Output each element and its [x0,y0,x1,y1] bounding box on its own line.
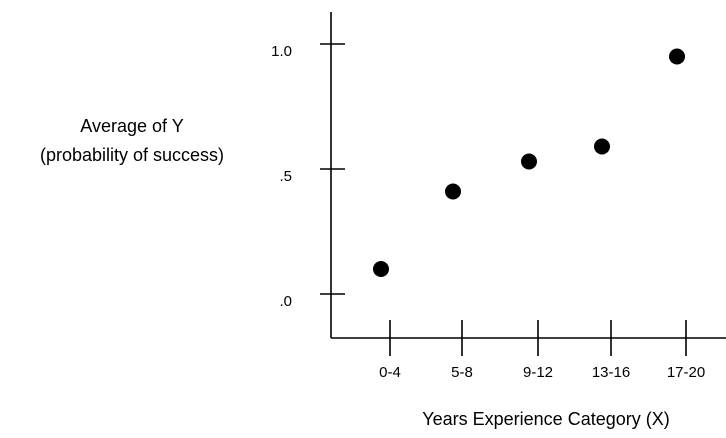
data-point [669,48,685,65]
y-tick-label: .0 [279,293,292,310]
data-point [594,138,610,155]
y-tick-label: .5 [279,168,292,185]
x-tick-label: 13-16 [592,364,630,381]
x-tick-label: 0-4 [379,364,401,381]
x-axis-ticks: 0-4 5-8 9-12 13-16 17-20 [379,320,705,381]
y-tick-label: 1.0 [271,43,292,60]
y-axis-label-line-2: (probability of success) [40,145,224,165]
x-tick-label: 5-8 [451,364,473,381]
data-points [373,48,685,277]
x-tick-label: 17-20 [667,364,705,381]
data-point [373,261,389,277]
data-point [445,183,461,200]
x-axis-label: Years Experience Category (X) [422,409,669,429]
x-tick-label: 9-12 [523,364,553,381]
y-axis-ticks: .0 .5 1.0 [271,43,345,310]
data-point [521,153,537,170]
y-axis-label-line-1: Average of Y [80,116,183,136]
